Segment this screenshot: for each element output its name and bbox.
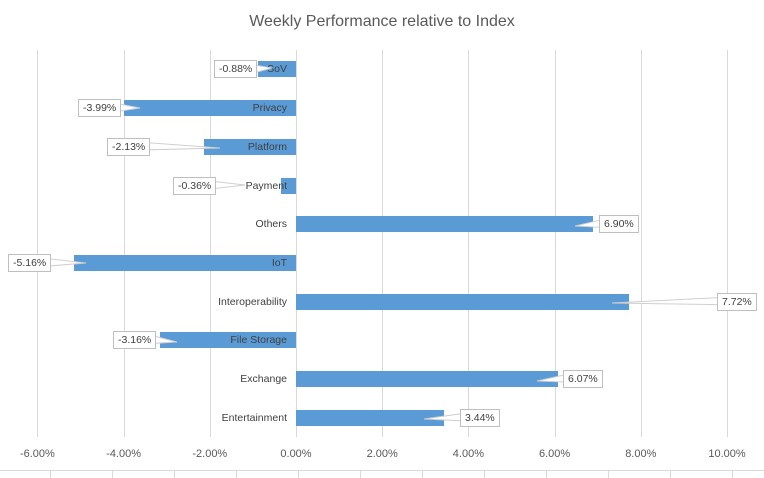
leader-line-file-storage: [154, 335, 178, 344]
x-axis-tick-label: 4.00%: [452, 448, 484, 460]
bar-entertainment[interactable]: [296, 409, 445, 426]
spreadsheet-row-line: [0, 470, 764, 471]
category-label-privacy: Privacy: [252, 102, 287, 115]
x-axis-tick-label: -2.00%: [192, 448, 228, 460]
gridline-6.00%: [554, 50, 556, 437]
gridline-10.00%: [727, 50, 728, 437]
spreadsheet-column-line: [546, 470, 547, 478]
data-label-entertainment[interactable]: 3.44%: [460, 408, 500, 427]
data-label-interoperability[interactable]: 7.72%: [717, 292, 757, 311]
leader-line-iot: [49, 258, 87, 267]
spreadsheet-column-line: [670, 470, 671, 478]
leader-line-payment: [214, 180, 246, 190]
chart-title[interactable]: Weekly Performance relative to Index: [249, 13, 515, 30]
leader-line-entertainment: [423, 413, 462, 422]
category-label-interoperability: Interoperability: [218, 295, 287, 308]
leader-line-sov: [255, 64, 273, 73]
x-axis-tick-label: 6.00%: [538, 448, 571, 460]
x-axis-tick-label: 2.00%: [366, 448, 398, 460]
x-axis-tick-label: 0.00%: [280, 448, 312, 460]
gridline-2.00%: [382, 50, 384, 437]
gridline-4.00%: [468, 50, 470, 437]
leader-line-exchange: [536, 374, 565, 383]
gridline-8.00%: [640, 50, 642, 437]
x-axis-tick-label: 8.00%: [625, 448, 657, 460]
spreadsheet-column-line: [112, 470, 113, 478]
spreadsheet-column-line: [608, 470, 609, 478]
data-label-payment[interactable]: -0.36%: [173, 176, 217, 195]
spreadsheet-column-line: [236, 470, 237, 478]
data-label-sov[interactable]: -0.88%: [214, 60, 258, 79]
data-label-platform[interactable]: -2.13%: [107, 137, 151, 156]
spreadsheet-column-line: [174, 470, 175, 478]
bar-interoperability[interactable]: [296, 293, 629, 310]
leader-line-privacy: [119, 103, 141, 112]
gridline--2.00%: [209, 50, 211, 437]
x-axis-tick-label: 10.00%: [708, 448, 746, 460]
category-label-sov: SoV: [267, 63, 287, 76]
category-label-platform: Platform: [247, 140, 287, 153]
spreadsheet-column-line: [298, 470, 299, 478]
spreadsheet-column-line: [732, 470, 733, 478]
bar-others[interactable]: [296, 216, 594, 233]
spreadsheet-column-line: [360, 470, 361, 478]
bar-file-storage[interactable]: [159, 332, 296, 349]
spreadsheet-column-line: [422, 470, 423, 478]
category-label-iot: IoT: [271, 256, 287, 269]
bar-iot[interactable]: [73, 254, 296, 271]
category-label-payment: Payment: [245, 179, 287, 192]
data-label-file-storage[interactable]: -3.16%: [113, 331, 157, 350]
data-label-privacy[interactable]: -3.99%: [78, 99, 122, 118]
bar-exchange[interactable]: [296, 371, 558, 387]
leader-line-platform: [148, 142, 221, 151]
category-label-others: Others: [255, 218, 287, 231]
spreadsheet-column-line: [484, 470, 485, 478]
bar-sov[interactable]: [258, 61, 296, 78]
data-label-iot[interactable]: -5.16%: [8, 253, 52, 272]
x-axis-tick-label: -6.00%: [19, 448, 55, 460]
category-label-exchange: Exchange: [240, 373, 287, 385]
bar-platform[interactable]: [204, 138, 296, 155]
category-label-file-storage: File Storage: [230, 334, 287, 347]
category-label-entertainment: Entertainment: [221, 411, 287, 424]
gridline--6.00%: [37, 50, 39, 437]
leader-line-interoperability: [611, 297, 719, 306]
gridline--4.00%: [123, 50, 125, 437]
bar-payment[interactable]: [280, 177, 296, 194]
x-axis-tick-label: -4.00%: [106, 448, 142, 460]
gridline-0.00%: [296, 50, 297, 437]
data-label-exchange[interactable]: 6.07%: [563, 370, 603, 388]
data-label-others[interactable]: 6.90%: [599, 215, 639, 234]
leader-line-others: [574, 219, 601, 228]
bar-privacy[interactable]: [124, 100, 296, 117]
spreadsheet-column-line: [50, 470, 51, 478]
